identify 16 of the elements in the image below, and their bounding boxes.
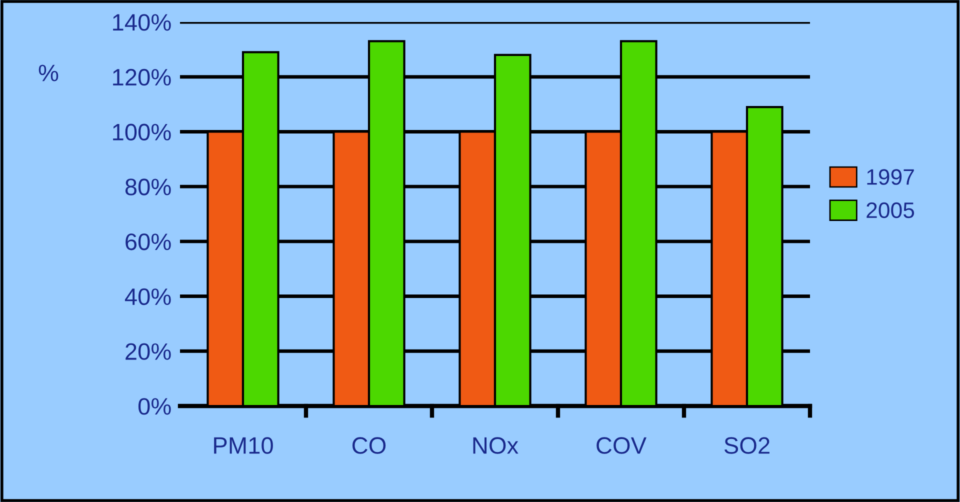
x-tick-label: CO: [352, 437, 386, 454]
y-tick-label: 120%: [113, 68, 171, 86]
y-tick-label: 20%: [126, 343, 171, 360]
y-tick-label: 100%: [113, 124, 171, 140]
x-tick-label: SO2: [724, 437, 770, 454]
y-axis-title: %: [38, 64, 58, 82]
y-tick-label: 40%: [124, 288, 171, 306]
y-tick-label: 60%: [126, 233, 171, 250]
legend-label: 2005: [866, 202, 914, 218]
x-tick-label: NOx: [473, 437, 518, 454]
x-tick-label: PM10: [214, 437, 273, 454]
y-tick-label: 80%: [125, 178, 171, 196]
x-tick-label: COV: [596, 437, 646, 454]
y-tick-label: 0%: [138, 398, 171, 415]
legend-label: 1997: [867, 169, 914, 185]
y-tick-label: 140%: [113, 14, 171, 31]
